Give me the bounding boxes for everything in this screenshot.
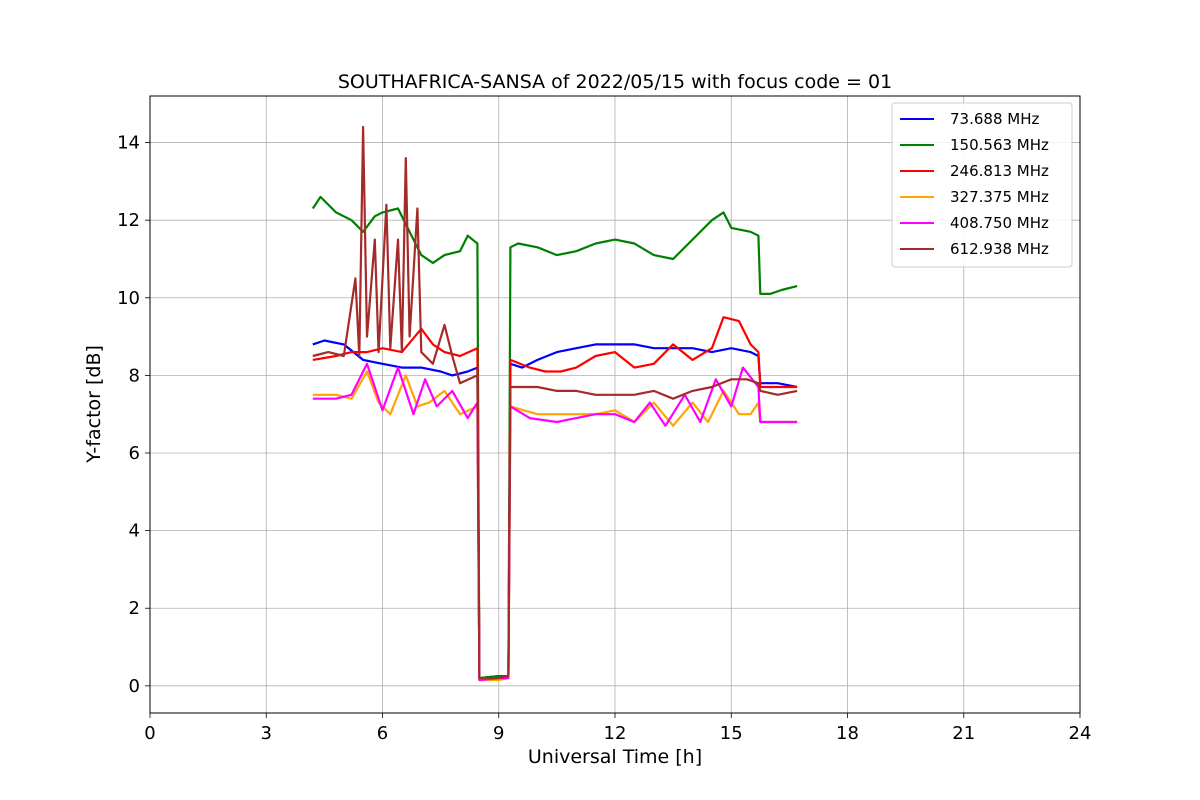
series-line-4 (312, 370, 798, 682)
legend-label: 246.813 MHz (950, 162, 1049, 180)
y-tick-label: 8 (129, 365, 140, 386)
y-tick-label: 14 (117, 133, 140, 154)
x-tick-label: 18 (836, 723, 859, 744)
y-tick-label: 12 (117, 210, 140, 231)
x-tick-label: 15 (720, 723, 743, 744)
legend: 73.688 MHz 150.563 MHz 246.813 MHz 327.375 … (891, 102, 1073, 268)
x-tick-label: 3 (261, 723, 272, 744)
x-tick-label: 24 (1069, 723, 1092, 744)
y-tick-label: 10 (117, 288, 140, 309)
x-tick-label: 9 (493, 723, 504, 744)
x-axis-title: Universal Time [h] (528, 746, 702, 768)
legend-label: 327.375 MHz (950, 188, 1049, 206)
legend-box (891, 102, 1073, 268)
series-lines (311, 125, 798, 682)
x-tick-label: 12 (604, 723, 627, 744)
legend-label: 408.750 MHz (950, 214, 1049, 232)
y-tick-label: 4 (129, 521, 140, 542)
y-tick-label: 2 (129, 598, 140, 619)
series-line-5 (312, 362, 798, 682)
legend-label: 150.563 MHz (950, 136, 1049, 154)
series-line-6 (312, 125, 798, 680)
legend-label: 612.938 MHz (950, 240, 1049, 258)
series-line-1 (312, 339, 798, 680)
x-tick-label: 6 (377, 723, 388, 744)
chart-title: SOUTHAFRICA-SANSA of 2022/05/15 with foc… (338, 71, 892, 93)
series-line-3 (312, 316, 798, 680)
legend-label: 73.688 MHz (950, 110, 1039, 128)
x-tick-label: 21 (952, 723, 975, 744)
y-tick-label: 6 (129, 443, 140, 464)
y-tick-label: 0 (129, 676, 140, 697)
y-axis-title: Y-factor [dB] (83, 345, 105, 464)
x-tick-label: 0 (144, 723, 155, 744)
